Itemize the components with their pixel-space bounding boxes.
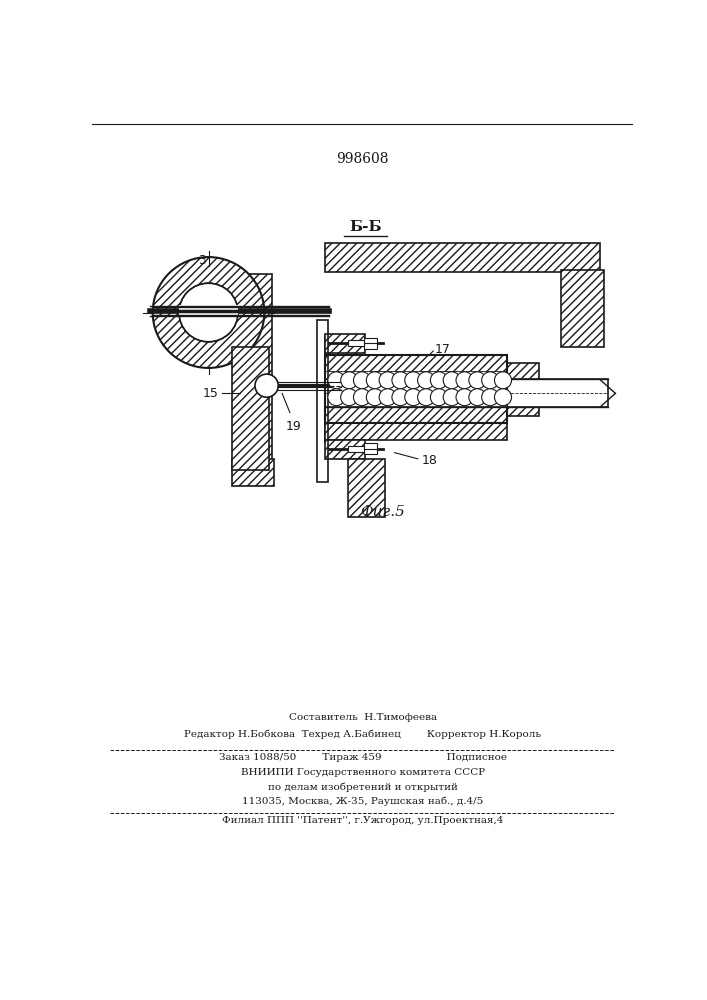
Circle shape (153, 257, 264, 368)
Circle shape (354, 389, 370, 406)
Circle shape (366, 389, 383, 406)
Bar (240, 274, 272, 474)
Circle shape (431, 372, 448, 389)
Circle shape (456, 372, 473, 389)
Bar (325, 336, 356, 443)
Circle shape (379, 372, 396, 389)
Circle shape (481, 372, 498, 389)
Text: по делам изобретений и открытий: по делам изобретений и открытий (268, 782, 457, 792)
Circle shape (354, 372, 370, 389)
Bar (232, 459, 274, 486)
Bar (363, 443, 378, 454)
Bar (325, 406, 507, 423)
Text: 3: 3 (199, 254, 206, 267)
Text: 113035, Москва, Ж-35, Раушская наб., д.4/5: 113035, Москва, Ж-35, Раушская наб., д.4… (242, 796, 484, 806)
Bar (179, 305, 238, 317)
Circle shape (255, 374, 279, 397)
Bar (325, 334, 365, 353)
Circle shape (469, 372, 486, 389)
Text: 15: 15 (203, 387, 218, 400)
Circle shape (179, 283, 238, 342)
Circle shape (469, 389, 486, 406)
Bar (325, 355, 507, 423)
Circle shape (418, 372, 435, 389)
Bar (325, 440, 365, 459)
Circle shape (341, 389, 358, 406)
Text: 998608: 998608 (337, 152, 389, 166)
Circle shape (392, 389, 409, 406)
Bar (317, 320, 328, 482)
Bar (325, 355, 507, 372)
Circle shape (179, 283, 238, 342)
Bar (325, 423, 507, 440)
Circle shape (379, 389, 396, 406)
Text: Фиг.5: Фиг.5 (361, 505, 405, 519)
Bar (348, 446, 363, 452)
Circle shape (494, 389, 512, 406)
Text: Заказ 1088/50        Тираж 459                    Подписное: Заказ 1088/50 Тираж 459 Подписное (218, 753, 507, 762)
Text: Составитель  Н.Тимофеева: Составитель Н.Тимофеева (288, 713, 437, 722)
Circle shape (341, 372, 358, 389)
Circle shape (443, 389, 460, 406)
Bar (325, 379, 607, 407)
Circle shape (431, 389, 448, 406)
Text: Редактор Н.Бобкова  Техред А.Бабинец        Корректор Н.Король: Редактор Н.Бобкова Техред А.Бабинец Корр… (185, 730, 542, 739)
Bar (507, 363, 539, 416)
Circle shape (481, 389, 498, 406)
Bar (348, 459, 385, 517)
Circle shape (328, 389, 345, 406)
Bar (232, 347, 269, 470)
Bar (325, 372, 507, 392)
Text: Б-Б: Б-Б (349, 220, 382, 234)
Bar (325, 243, 600, 272)
Circle shape (404, 389, 422, 406)
Text: 17: 17 (435, 343, 450, 356)
Circle shape (418, 389, 435, 406)
Circle shape (328, 372, 345, 389)
Bar (363, 338, 378, 349)
Circle shape (494, 372, 512, 389)
Text: 18: 18 (421, 454, 438, 467)
Circle shape (443, 372, 460, 389)
Circle shape (392, 372, 409, 389)
Text: Филиал ППП ''Патент'', г.Ужгород, ул.Проектная,4: Филиал ППП ''Патент'', г.Ужгород, ул.Про… (222, 816, 503, 825)
Text: ВНИИПИ Государственного комитета СССР: ВНИИПИ Государственного комитета СССР (240, 768, 485, 777)
Circle shape (366, 372, 383, 389)
Circle shape (456, 389, 473, 406)
Text: 19: 19 (286, 420, 302, 433)
Bar (561, 270, 604, 347)
Circle shape (404, 372, 422, 389)
Bar (348, 340, 363, 346)
